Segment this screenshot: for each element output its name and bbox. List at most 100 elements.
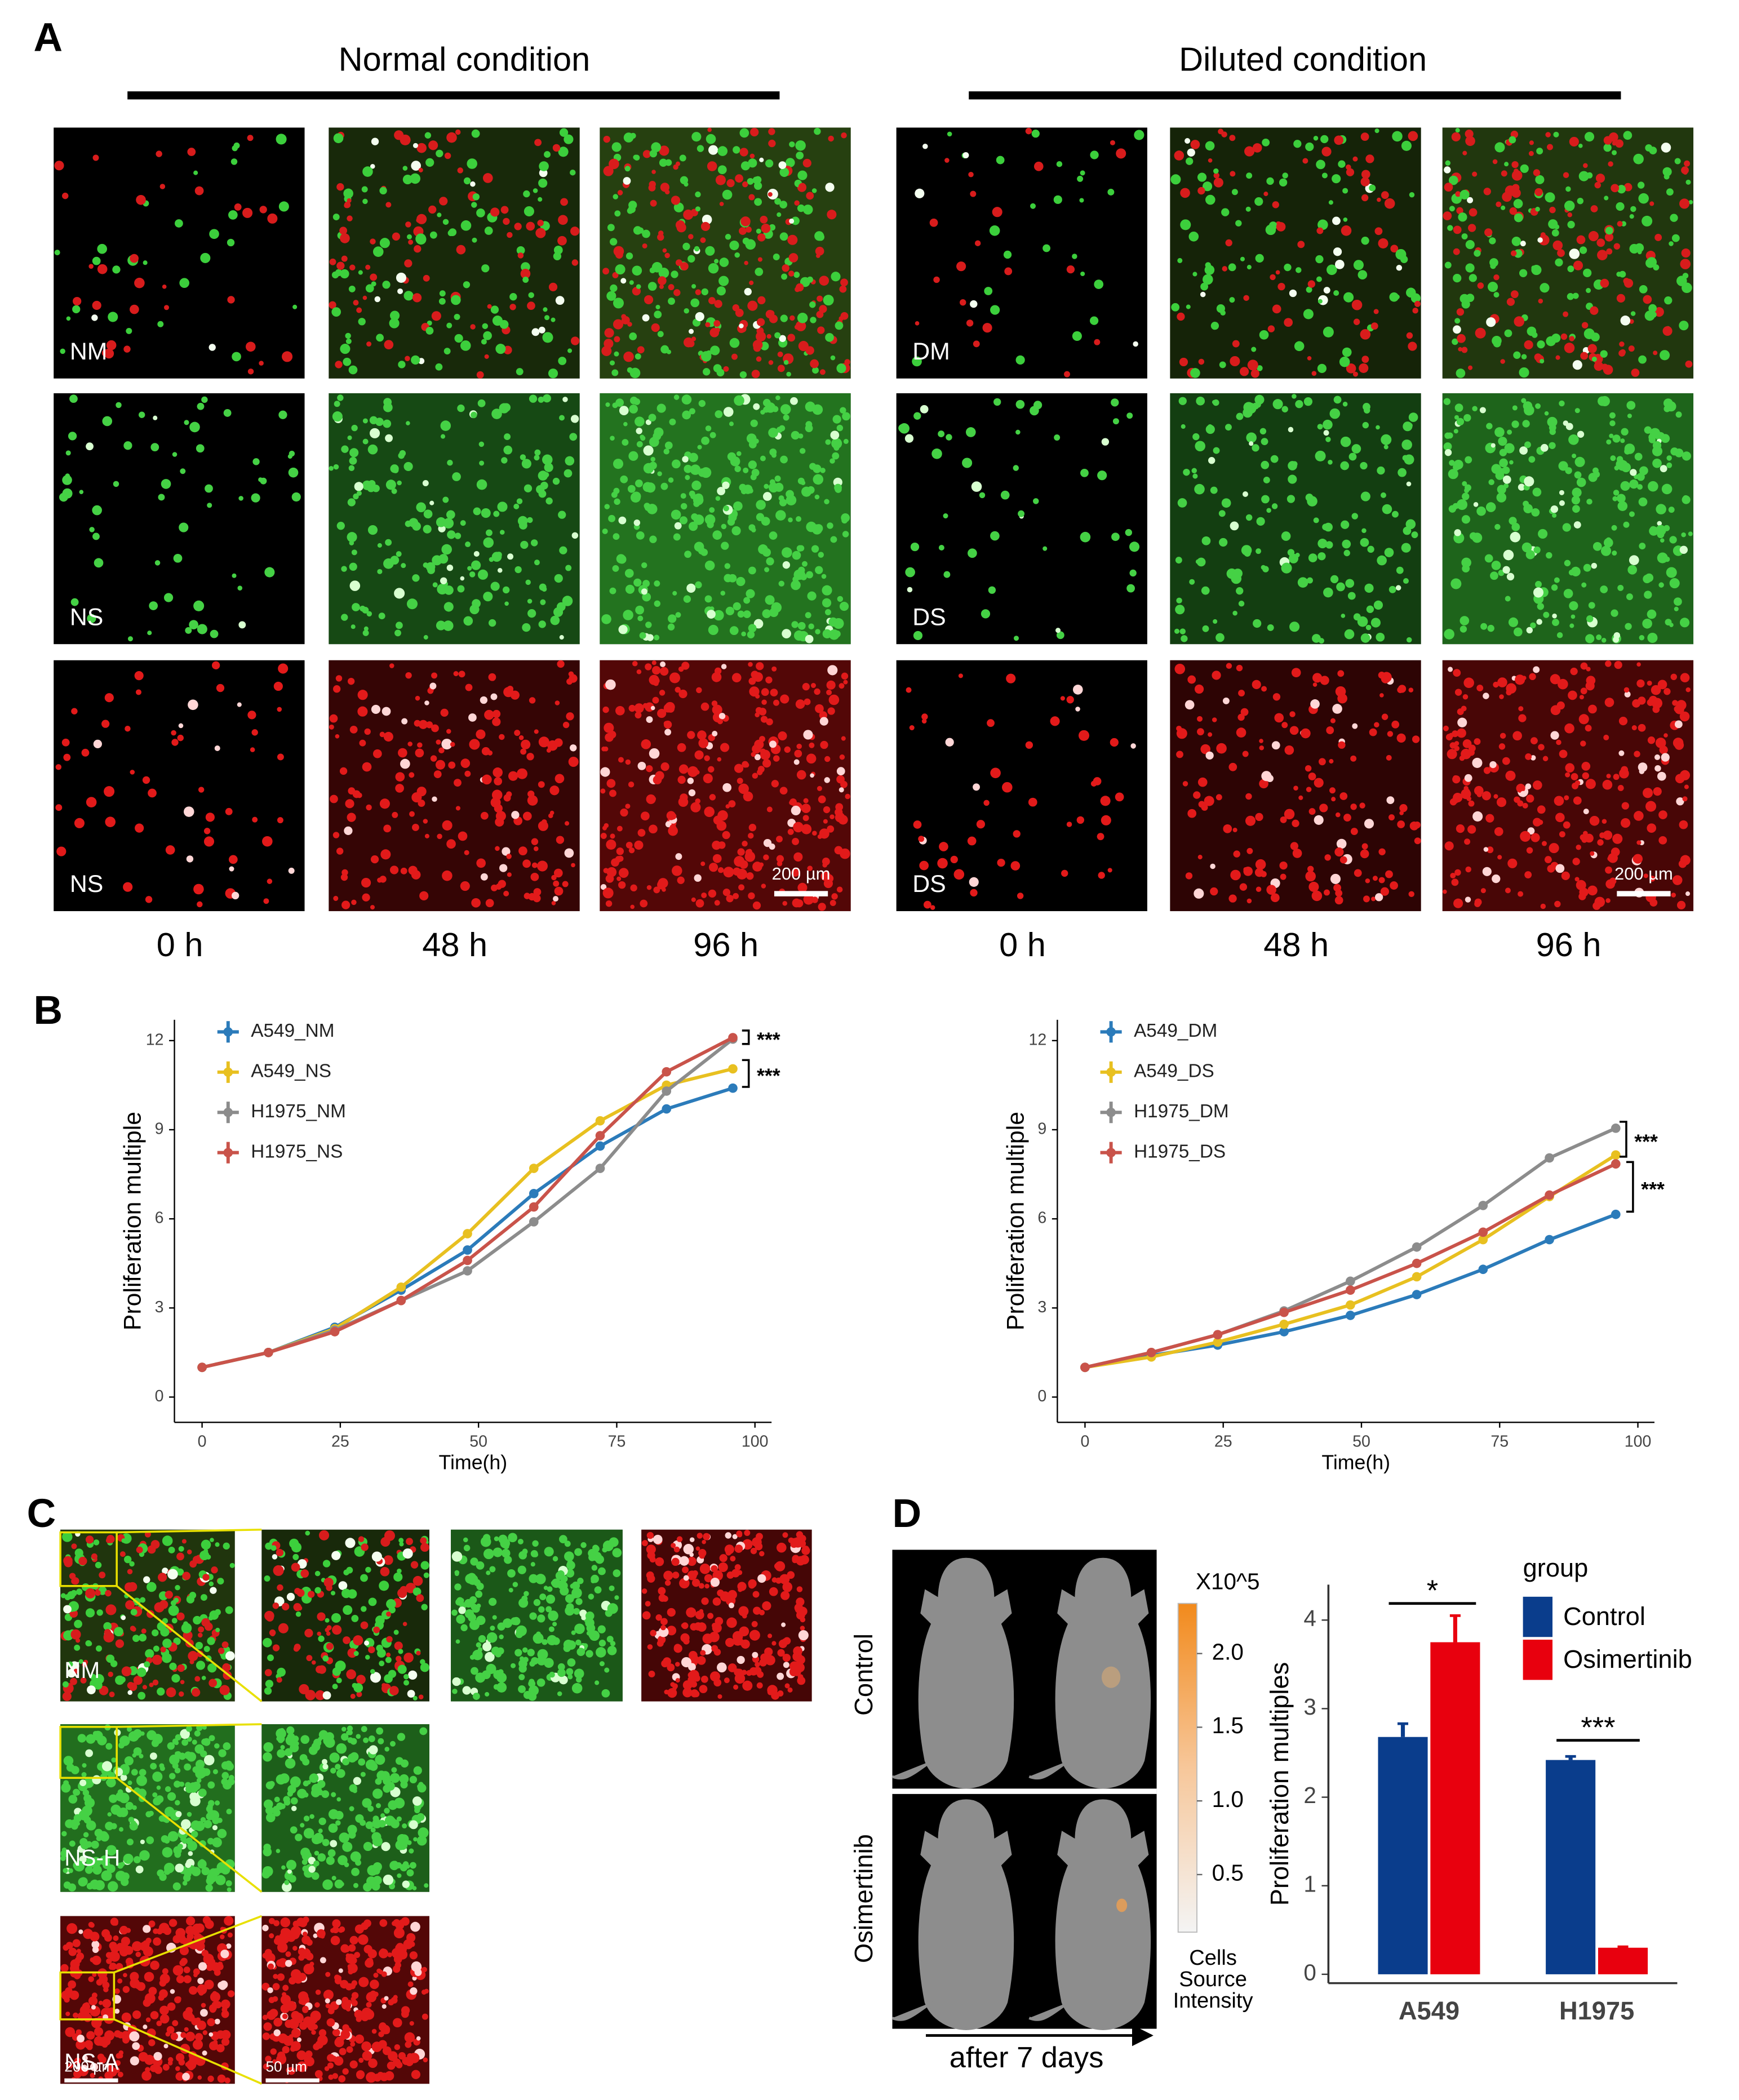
cell [1377, 197, 1381, 202]
cell [1340, 436, 1351, 447]
cell [534, 560, 540, 566]
cell [101, 349, 110, 357]
cell [104, 786, 115, 797]
cell [1307, 865, 1314, 872]
cell [1078, 730, 1090, 741]
cell [308, 1591, 315, 1598]
cell [126, 327, 132, 334]
cell [205, 484, 213, 493]
cell [1552, 613, 1557, 619]
cell [524, 484, 533, 492]
cell [1474, 785, 1484, 796]
cell [146, 1836, 154, 1844]
cell [1054, 434, 1061, 441]
cell [232, 352, 241, 362]
cell [56, 846, 66, 856]
cell [1397, 820, 1405, 828]
cell [1378, 238, 1388, 248]
cell [101, 1761, 113, 1772]
cell [119, 1735, 130, 1746]
cell [753, 1667, 762, 1675]
cell [1647, 632, 1658, 643]
cell [558, 1535, 567, 1544]
cell [265, 1680, 274, 1688]
cell [1511, 170, 1523, 181]
cell [600, 767, 610, 777]
cell [443, 602, 454, 612]
cell [1476, 685, 1484, 692]
cell [610, 1641, 616, 1646]
cell [502, 403, 511, 412]
cell [690, 464, 701, 475]
cell [1107, 189, 1115, 196]
cell [423, 562, 429, 568]
cell [1513, 351, 1521, 359]
cell [150, 443, 159, 452]
cell [913, 820, 922, 829]
cell [792, 898, 801, 908]
cell [628, 704, 636, 712]
cell [636, 441, 643, 447]
cell [1442, 889, 1447, 894]
cell [1116, 148, 1126, 159]
cell [272, 1554, 278, 1560]
cell [92, 256, 101, 265]
cell [570, 744, 577, 752]
cell [97, 1735, 107, 1746]
cell [198, 1626, 205, 1633]
cell [63, 1630, 74, 1641]
cell [1556, 632, 1563, 638]
cell [640, 899, 648, 908]
cell [779, 335, 786, 342]
cell [1381, 191, 1389, 199]
cell [360, 1574, 368, 1582]
cell [252, 458, 260, 465]
cell [791, 580, 801, 591]
cell [1685, 179, 1691, 185]
cell [332, 1684, 338, 1690]
cell [649, 674, 659, 685]
cell [1056, 631, 1064, 640]
cell [125, 1600, 135, 1610]
cell [564, 1551, 574, 1561]
cell [400, 1759, 409, 1768]
cell [620, 475, 628, 483]
cell [1229, 135, 1236, 141]
cell [212, 1769, 218, 1774]
cell [1497, 485, 1506, 494]
cell [921, 718, 927, 724]
cell [1572, 292, 1579, 299]
cell [87, 1685, 96, 1694]
cell [1205, 141, 1215, 151]
cell [1453, 273, 1462, 283]
cell [1500, 359, 1505, 364]
cell [349, 580, 361, 591]
cell [819, 305, 827, 313]
cell [1675, 411, 1682, 418]
cell [325, 1627, 330, 1632]
cell [1317, 539, 1328, 549]
cell [159, 184, 166, 189]
cell [557, 1668, 566, 1677]
image-label: NM [70, 338, 108, 365]
cell [158, 1573, 167, 1582]
cell [435, 760, 446, 770]
cell [650, 456, 655, 462]
cell [1619, 341, 1625, 347]
cell [92, 1775, 101, 1784]
cell [839, 787, 844, 793]
cell [602, 887, 614, 899]
cell [984, 287, 993, 295]
cell [714, 900, 720, 906]
cell [203, 1820, 212, 1828]
cell [133, 1856, 141, 1863]
cell [514, 1649, 522, 1657]
cell [694, 750, 704, 760]
cell [200, 1817, 206, 1823]
cell [329, 1752, 340, 1763]
cell [1482, 867, 1492, 876]
cell [326, 1642, 334, 1650]
cell [1484, 228, 1493, 237]
cell [742, 841, 748, 847]
cell [335, 1820, 341, 1826]
